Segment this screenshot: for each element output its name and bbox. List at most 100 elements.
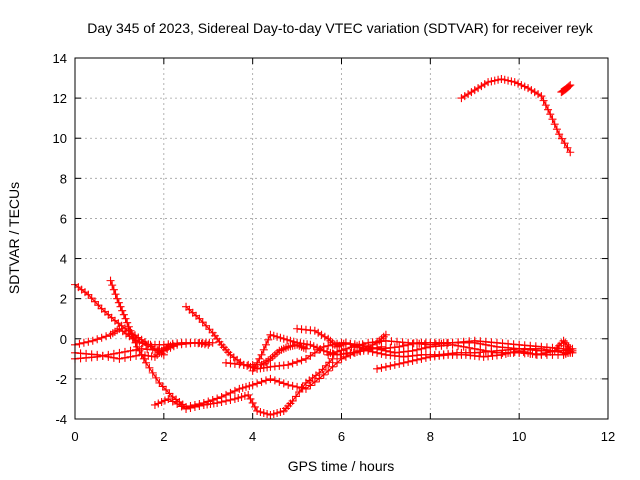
data-point [537, 349, 546, 358]
data-point [256, 407, 265, 416]
data-point [470, 86, 479, 95]
data-point [484, 78, 493, 87]
data-point [408, 356, 417, 365]
data-point [541, 348, 550, 357]
data-point [559, 336, 568, 345]
x-tick-label: 0 [71, 429, 78, 444]
data-point [138, 339, 147, 348]
data-point [237, 392, 246, 401]
data-point [257, 377, 266, 386]
data-point [477, 82, 486, 91]
data-point [186, 403, 195, 412]
data-point [377, 363, 386, 372]
data-point [94, 301, 103, 310]
data-point [259, 408, 268, 417]
y-tick-label: -4 [55, 412, 67, 427]
data-point [373, 348, 382, 357]
data-point [230, 394, 239, 403]
y-tick-label: 14 [53, 51, 67, 66]
x-tick-label: 4 [249, 429, 256, 444]
data-point [132, 351, 141, 360]
data-point [487, 77, 496, 86]
data-point [541, 101, 550, 110]
data-point [152, 373, 161, 382]
data-point [563, 143, 572, 152]
data-point [213, 398, 222, 407]
data-point [204, 340, 213, 349]
y-tick-label: 8 [60, 171, 67, 186]
data-point [104, 352, 113, 361]
y-axis-label: SDTVAR / TECUs [6, 182, 22, 294]
data-point [190, 402, 199, 411]
tick-labels: 0 2 4 6 8 10 12 -4 -2 0 2 4 6 8 10 12 14 [53, 51, 616, 444]
data-point [546, 347, 555, 356]
data-point [106, 276, 115, 285]
data-point [84, 290, 93, 299]
data-point [269, 331, 278, 340]
data-point [114, 298, 123, 307]
data-point [202, 321, 211, 330]
data-point [118, 306, 127, 315]
data-point [246, 394, 255, 403]
data-point [266, 374, 275, 383]
data-point [328, 362, 337, 371]
data-point [368, 347, 377, 356]
data-point [98, 351, 107, 360]
data-point [119, 310, 128, 319]
x-tick-label: 10 [512, 429, 526, 444]
data-point [148, 368, 157, 377]
data-point [276, 407, 285, 416]
data-point [97, 333, 106, 342]
data-point [253, 406, 262, 415]
data-point [266, 410, 275, 419]
data-point [165, 389, 174, 398]
data-point [75, 339, 84, 348]
data-point [504, 76, 513, 85]
data-point [321, 361, 330, 370]
data-point [381, 362, 390, 371]
data-point [293, 357, 302, 366]
data-point [87, 294, 96, 303]
data-point [324, 366, 333, 375]
x-tick-label: 12 [601, 429, 615, 444]
y-tick-label: -2 [55, 372, 67, 387]
data-point [337, 346, 346, 355]
series-arc-1 [457, 75, 575, 157]
data-point [222, 396, 231, 405]
data-point [517, 81, 526, 90]
data-point [310, 377, 319, 386]
data-point [377, 349, 386, 358]
data-point [561, 338, 570, 347]
data-point [208, 395, 217, 404]
data-point [198, 318, 207, 327]
data-point [168, 340, 177, 349]
data-point [261, 340, 270, 349]
data-point [195, 314, 204, 323]
data-point [527, 86, 536, 95]
data-point [500, 75, 509, 84]
data-point [413, 355, 422, 364]
data-point [162, 385, 171, 394]
data-point [546, 110, 555, 119]
data-point [257, 350, 266, 359]
data-point [333, 358, 342, 367]
data-point [566, 81, 575, 90]
chart-title: Day 345 of 2023, Sidereal Day-to-day VTE… [87, 20, 593, 36]
data-point [177, 402, 186, 411]
data-point [530, 88, 539, 97]
data-point [566, 148, 575, 157]
data-point [373, 364, 382, 373]
data-point [273, 408, 282, 417]
x-tick-label: 8 [427, 429, 434, 444]
data-point [319, 370, 328, 379]
data-point [490, 76, 499, 85]
data-point [230, 386, 239, 395]
data-point [261, 376, 270, 385]
data-point [390, 360, 399, 369]
series-arc-12 [293, 324, 577, 355]
data-point [314, 328, 323, 337]
data-point [157, 397, 166, 406]
data-point [497, 75, 506, 84]
data-point [275, 377, 284, 386]
